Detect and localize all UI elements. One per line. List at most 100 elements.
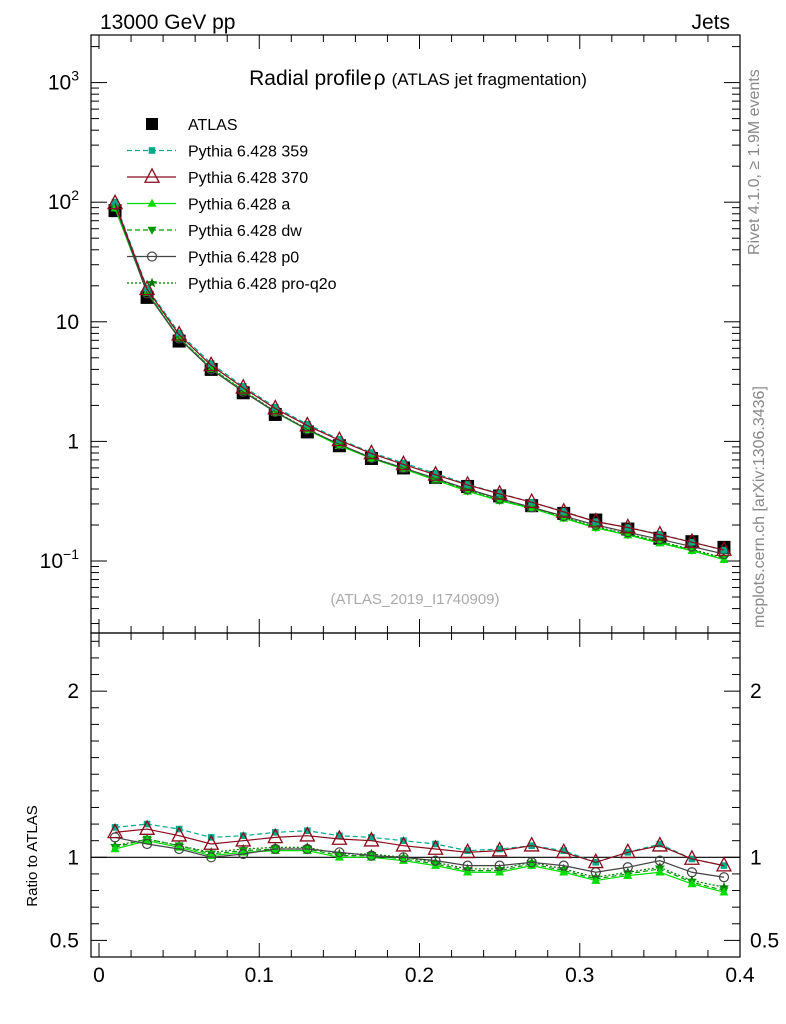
main-point-p370 (395, 454, 412, 471)
ratio-point-pp0 (334, 847, 345, 858)
y-tick-label: 1 (67, 430, 79, 453)
ratio-point-p359 (656, 840, 664, 848)
main-point-p370 (106, 193, 124, 210)
x-tick-label: 0.4 (725, 964, 755, 987)
ratio-point-pp0 (526, 857, 537, 868)
main-point-p370 (235, 378, 252, 394)
x-tick-label: 0.3 (565, 964, 594, 987)
main-point-pa (687, 545, 697, 555)
ratio-point-pa (623, 870, 633, 879)
ratio-point-p359 (368, 834, 375, 841)
ratio-point-pp0 (654, 855, 665, 866)
analysis-id-label: (ATLAS_2019_I1740909) (330, 591, 499, 608)
ratio-y-tick-label-right: 1 (750, 846, 762, 869)
legend-marker (147, 226, 157, 235)
main-line-p370 (114, 203, 725, 551)
main-point-p370 (715, 540, 733, 556)
legend-marker (148, 147, 156, 154)
ratio-y-tick-label-right: 2 (750, 680, 762, 703)
ratio-point-pp0 (430, 855, 441, 866)
legend-label: Pythia 6.428 pro-q2o (188, 276, 337, 293)
main-point-p359 (368, 449, 375, 456)
main-point-p359 (400, 459, 407, 467)
plot-title-main: Radial profile (249, 67, 372, 90)
ratio-point-pp0 (206, 852, 217, 863)
y-tick-label: 10−1 (40, 546, 80, 573)
ratio-point-pa (719, 887, 729, 896)
ratio-point-p370 (171, 826, 188, 842)
ratio-point-pa (398, 855, 408, 864)
ratio-point-pp0 (494, 860, 505, 871)
ratio-point-p370 (235, 831, 252, 847)
ratio-point-pa (527, 860, 537, 869)
ratio-point-p370 (715, 856, 733, 872)
ratio-point-p359 (175, 825, 183, 833)
x-tick-label: 0.2 (405, 964, 434, 987)
ratio-point-pa (110, 844, 120, 853)
legend-marker (143, 167, 161, 183)
main-point-p370 (267, 399, 284, 415)
ratio-point-pa (302, 845, 312, 854)
ratio-point-p359 (239, 832, 247, 840)
ratio-point-p370 (331, 829, 348, 845)
main-point-p370 (683, 532, 701, 549)
ratio-point-pp0 (141, 838, 153, 850)
ratio-point-pp0 (302, 843, 313, 855)
ratio-point-pa (559, 867, 569, 876)
ratio-point-p370 (299, 826, 316, 842)
mcplots-label: mcplots.cern.ch [arXiv:1306.3436] (751, 386, 768, 628)
legend-marker (147, 198, 157, 207)
ratio-point-pa (687, 879, 697, 888)
legend-marker (146, 251, 158, 262)
ratio-y-axis-label: Ratio to ATLAS (24, 805, 41, 906)
rivet-version-label: Rivet 4.1.0, ≥ 1.9M events (746, 69, 763, 255)
ratio-point-p359 (304, 827, 311, 835)
ratio-point-p370 (395, 836, 412, 852)
ratio-point-p370 (683, 849, 701, 865)
main-point-p370 (299, 416, 316, 432)
legend-label: Pythia 6.428 370 (188, 170, 308, 187)
ratio-line-p370 (114, 828, 725, 867)
ratio-point-p359 (432, 840, 439, 848)
main-point-p370 (619, 518, 636, 534)
ratio-point-pa (463, 867, 473, 876)
ratio-point-p359 (336, 832, 343, 840)
ratio-point-pa (366, 852, 376, 861)
plot-title-sub: (ATLAS jet fragmentation) (392, 70, 587, 89)
ratio-line-pdw (114, 838, 725, 892)
main-series-group (106, 193, 733, 564)
ratio-point-p370 (427, 839, 444, 855)
plot-title: Radial profileρ (ATLAS jet fragmentation) (249, 67, 587, 90)
ratio-y-tick-label: 0.5 (50, 929, 79, 952)
ratio-point-pp0 (174, 843, 185, 855)
ratio-point-pp0 (366, 850, 377, 861)
legend-label: ATLAS (188, 117, 238, 134)
ratio-point-p359 (560, 847, 568, 854)
ratio-point-p370 (267, 827, 284, 844)
ratio-point-p370 (651, 836, 668, 852)
main-point-p370 (203, 355, 220, 372)
ratio-point-p370 (459, 842, 476, 859)
y-tick-label: 10 (56, 311, 79, 334)
ratio-point-pp0 (398, 852, 409, 863)
ratio-point-pa (495, 867, 505, 876)
main-point-p359 (239, 383, 247, 390)
ratio-point-pp0 (686, 867, 698, 878)
ratio-point-pp0 (718, 872, 730, 883)
legend-label: Pythia 6.428 dw (188, 223, 302, 240)
main-point-pa (655, 538, 665, 547)
main-point-p370 (523, 492, 540, 509)
y-tick-label: 102 (48, 187, 79, 214)
ratio-line-pp0 (114, 836, 725, 878)
header-energy-label: 13000 GeV pp (100, 11, 235, 34)
main-point-pa (174, 333, 184, 342)
main-point-p359 (304, 420, 311, 428)
ratio-point-p370 (587, 852, 604, 869)
main-point-p370 (139, 279, 156, 296)
ratio-point-pp0 (238, 848, 249, 860)
ratio-point-p370 (555, 842, 572, 859)
ratio-point-p359 (143, 820, 151, 828)
legend-marker (146, 118, 158, 130)
main-point-p359 (271, 403, 279, 411)
main-point-p370 (171, 325, 188, 341)
